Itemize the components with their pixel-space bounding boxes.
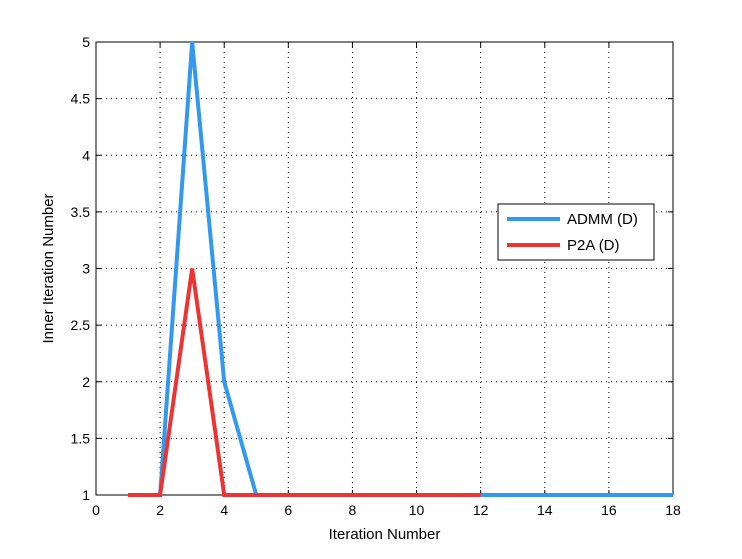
legend: ADMM (D) P2A (D) xyxy=(497,203,655,261)
x-tick-label: 4 xyxy=(220,502,228,518)
x-tick-label: 0 xyxy=(92,502,100,518)
y-tick-label: 2 xyxy=(82,374,90,390)
y-tick-label: 4.5 xyxy=(71,91,91,107)
series-lines xyxy=(128,41,673,497)
legend-label: ADMM (D) xyxy=(567,211,638,228)
legend-box xyxy=(497,203,655,261)
x-axis-label: Iteration Number xyxy=(329,526,441,543)
x-tick-label: 6 xyxy=(284,502,292,518)
x-tick-label: 12 xyxy=(473,502,489,518)
x-tick-labels: 0 2 4 6 8 10 12 14 16 18 xyxy=(92,502,681,518)
y-tick-label: 3 xyxy=(82,261,90,277)
y-tick-label: 2.5 xyxy=(71,317,91,333)
y-tick-labels: 1 1.5 2 2.5 3 3.5 4 4.5 5 xyxy=(71,34,91,503)
x-tick-label: 2 xyxy=(156,502,164,518)
y-tick-label: 3.5 xyxy=(71,204,91,220)
x-tick-label: 14 xyxy=(537,502,553,518)
grid-lines xyxy=(95,41,674,496)
x-tick-label: 10 xyxy=(409,502,425,518)
y-tick-label: 4 xyxy=(82,147,90,163)
y-tick-label: 1 xyxy=(82,487,90,503)
x-tick-label: 18 xyxy=(665,502,681,518)
x-tick-label: 16 xyxy=(601,502,617,518)
y-tick-label: 5 xyxy=(82,34,90,50)
y-axis-label: Inner Iteration Number xyxy=(40,193,57,343)
x-tick-label: 8 xyxy=(349,502,357,518)
legend-label: P2A (D) xyxy=(567,237,620,254)
series-line-1 xyxy=(128,268,481,497)
y-tick-label: 1.5 xyxy=(71,430,91,446)
